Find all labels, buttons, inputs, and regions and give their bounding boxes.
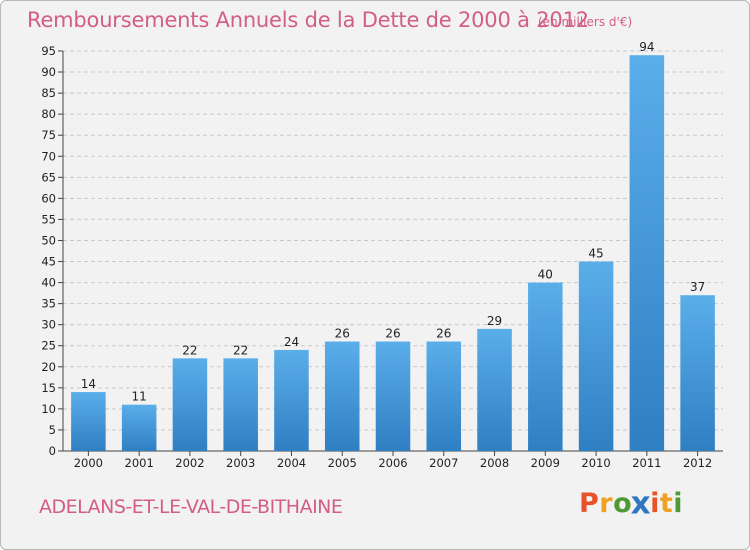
logo-letter: P [579,488,600,519]
value-label-2003: 22 [233,343,248,357]
value-label-2002: 22 [182,343,197,357]
y-tick-label: 75 [41,128,56,142]
x-tick-label: 2002 [175,456,204,470]
bars [71,55,715,452]
y-tick-label: 85 [41,86,56,100]
y-tick-label: 40 [41,276,56,290]
y-tick-label: 35 [41,297,56,311]
value-label-2001: 11 [132,390,147,404]
logo-letter: t [659,488,674,519]
bar-2012 [680,295,715,451]
y-tick-label: 90 [41,65,56,79]
logo-letter: r [599,488,614,519]
logo-letter: o [613,488,633,519]
y-tick-label: 25 [41,339,56,353]
x-tick-label: 2009 [531,456,560,470]
value-label-2007: 26 [436,327,451,341]
y-tick-label: 60 [41,191,56,205]
x-tick-label: 2003 [226,456,255,470]
y-tick-label: 70 [41,149,56,163]
logo-letter: i [673,488,684,519]
y-tick-label: 5 [49,423,56,437]
bar-2004 [274,349,309,451]
value-label-2006: 26 [385,327,400,341]
value-label-2000: 14 [81,377,96,391]
x-tick-label: 2012 [683,456,712,470]
y-tick-label: 15 [41,381,56,395]
bar-2008 [477,328,512,451]
value-label-2004: 24 [284,335,299,349]
bar-2010 [578,261,614,451]
labels: 0 5 10 15 20 25 30 35 40 45 50 55 60 65 70 75 80 85 90 95 20… [41,40,712,470]
y-tick-label: 50 [41,233,56,247]
x-tick-label: 2008 [480,456,509,470]
x-tick-label: 2000 [74,456,103,470]
commune-name: ADELANS-ET-LE-VAL-DE-BITHAINE [39,496,343,518]
value-label-2010: 45 [588,247,603,261]
bar-2007 [426,341,462,451]
y-tick-label: 20 [41,360,56,374]
value-label-2005: 26 [335,327,350,341]
x-tick-label: 2007 [429,456,458,470]
value-label-2009: 40 [538,268,553,282]
bar-2011 [629,55,665,452]
y-tick-label: 45 [41,255,56,269]
y-tick-label: 95 [41,44,56,58]
proxiti-logo: Proxiti [579,485,684,522]
x-tick-label: 2011 [632,456,661,470]
chart-title: Remboursements Annuels de la Dette de 20… [27,8,589,32]
y-tick-label: 55 [41,212,56,226]
value-label-2012: 37 [690,280,705,294]
x-tick-label: 2010 [581,456,610,470]
value-label-2008: 29 [487,314,502,328]
bar-2000 [71,392,106,451]
chart-subtitle: (en milliers d'€) [538,15,633,29]
x-tick-label: 2006 [378,456,407,470]
bar-2009 [528,282,563,451]
y-tick-label: 10 [41,402,56,416]
x-tick-label: 2004 [277,456,306,470]
logo-letter: i [650,488,660,519]
value-label-2011: 94 [639,40,654,54]
bar-2003 [223,358,258,451]
bar-2006 [375,341,411,451]
logo-letter: x [630,485,652,522]
y-tick-label: 30 [41,318,56,332]
y-tick-label: 0 [49,444,56,458]
bar-2001 [121,404,157,451]
y-tick-label: 65 [41,170,56,184]
y-tick-label: 80 [41,107,56,121]
bar-2002 [172,358,208,451]
x-tick-label: 2005 [328,456,357,470]
bar-2005 [324,341,360,451]
x-tick-label: 2001 [125,456,154,470]
